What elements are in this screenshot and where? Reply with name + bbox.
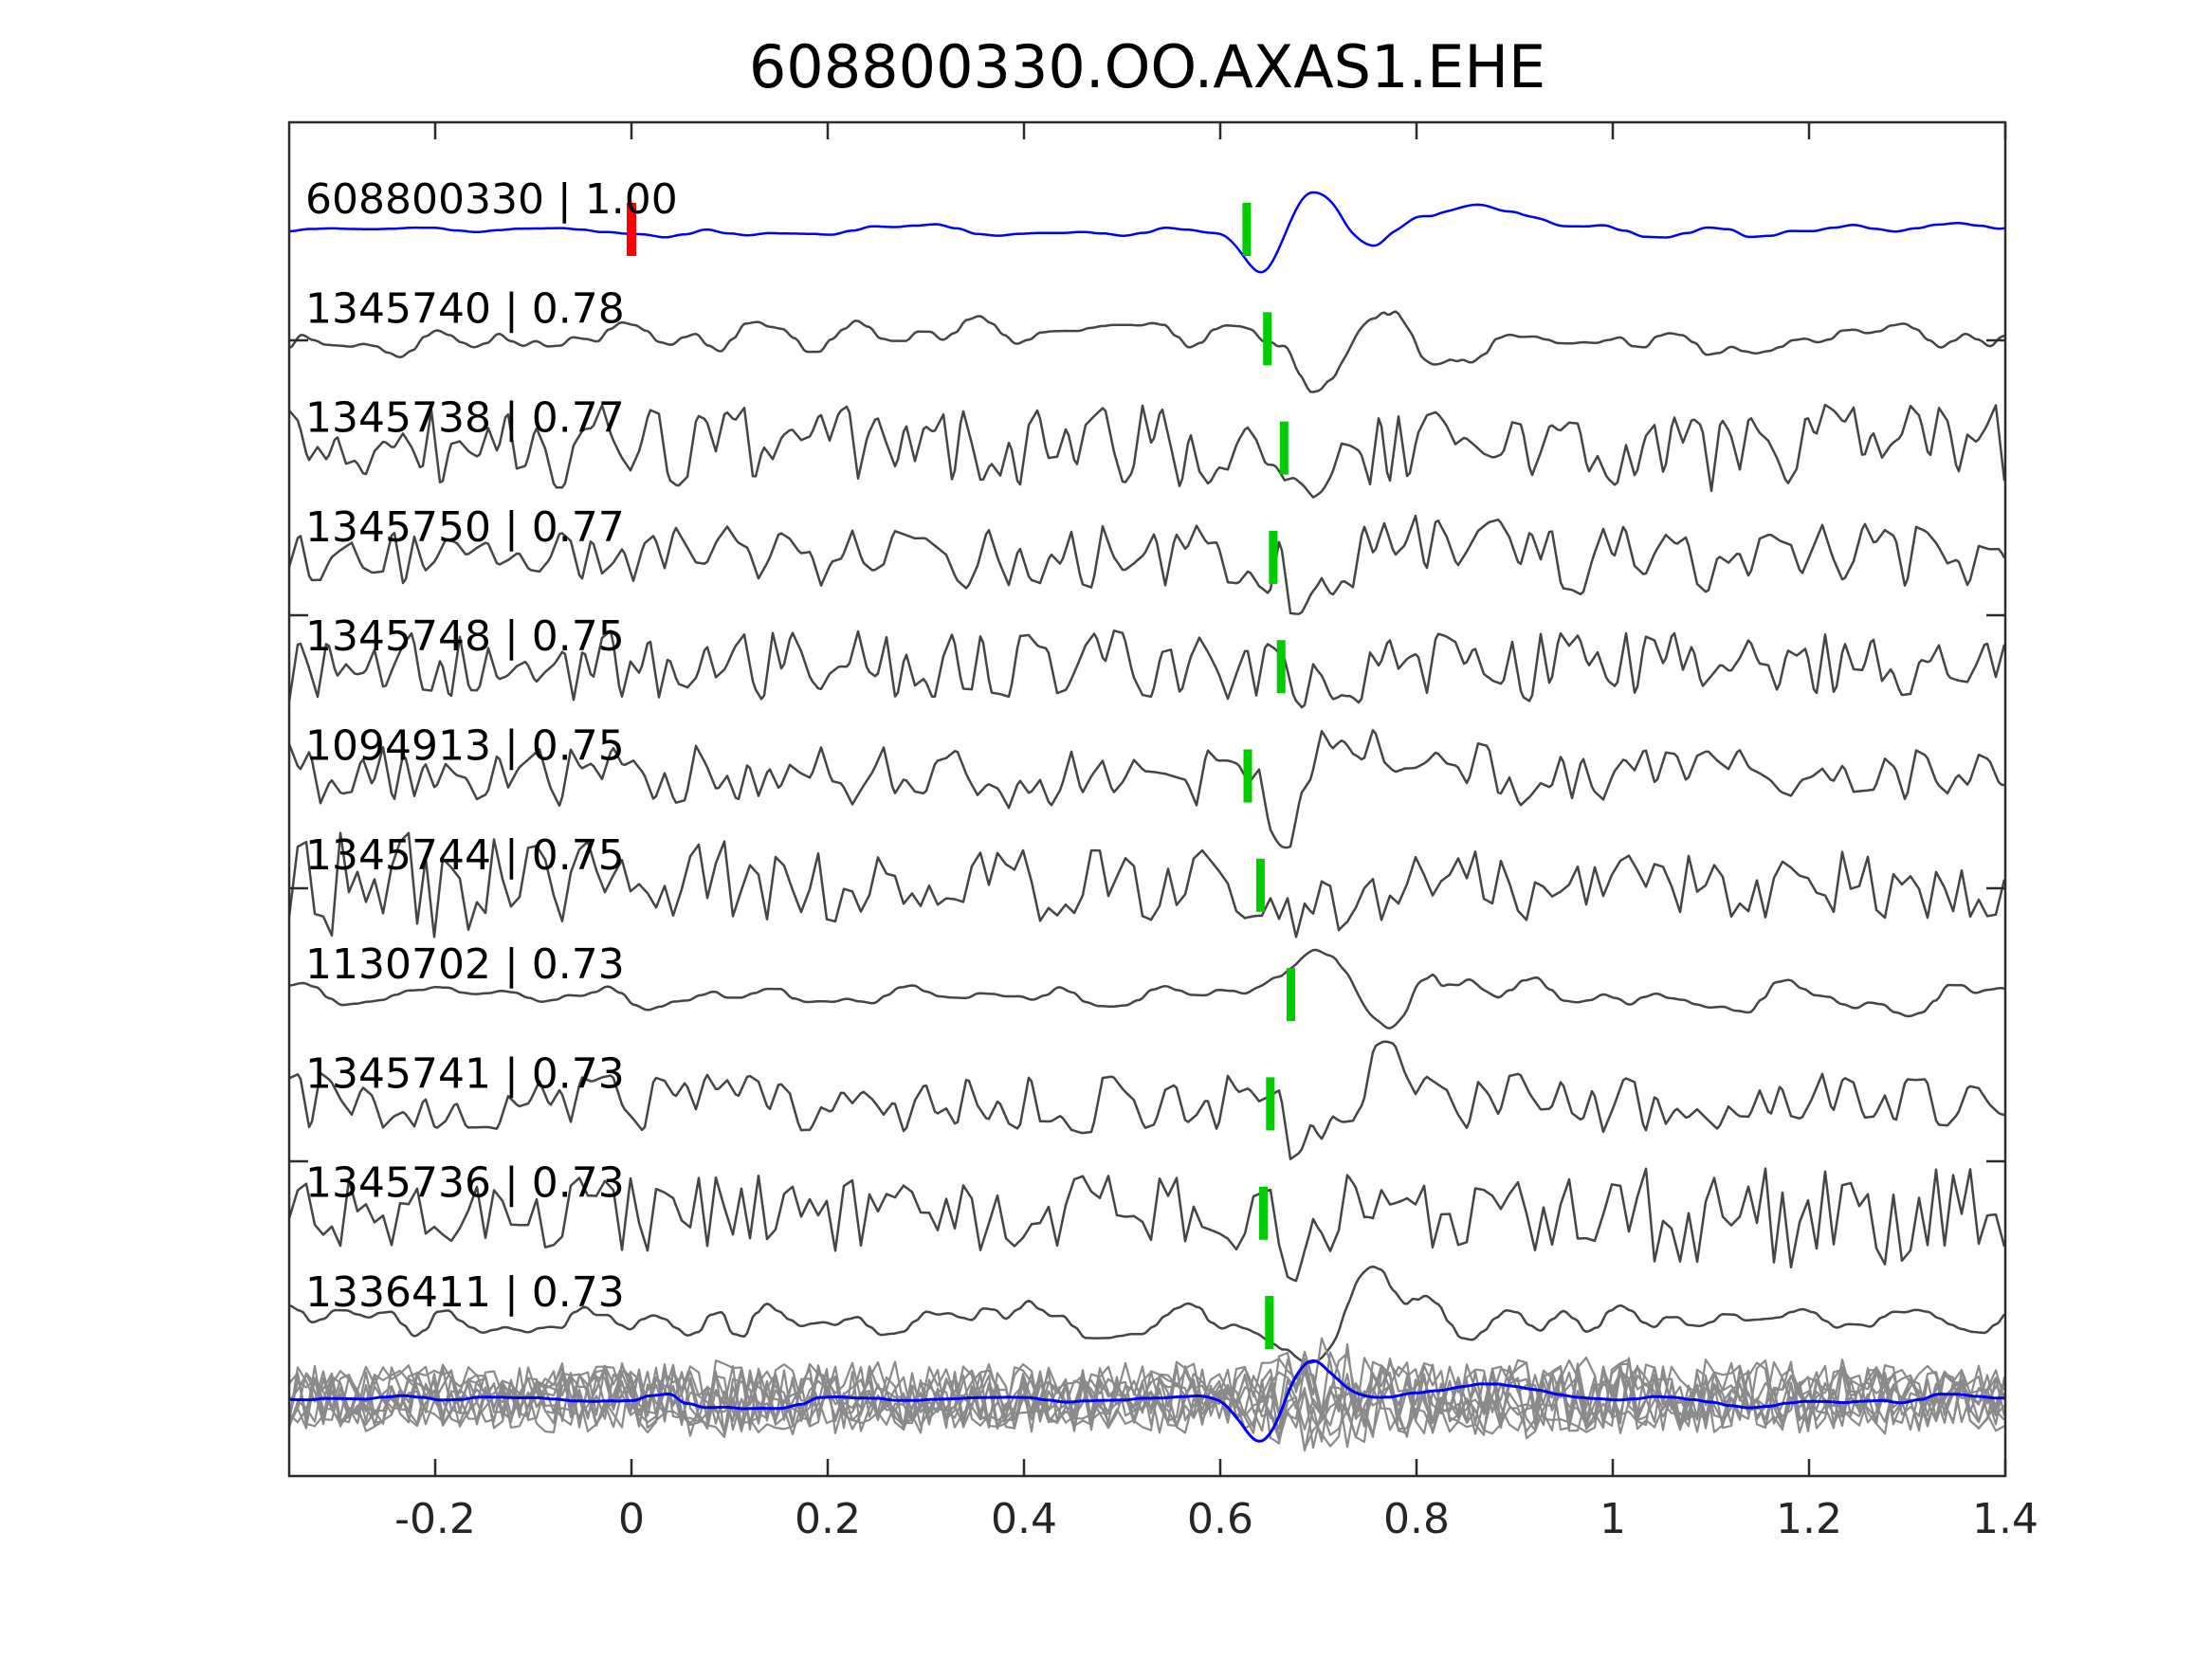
- pick-marker-1345736: [1259, 1186, 1268, 1240]
- waveform-1345748: [289, 629, 2005, 709]
- pick-marker-1094913: [1243, 749, 1252, 803]
- trace-label-1345740: 1345740 | 0.78: [305, 284, 625, 333]
- pick-markers-layer: [627, 203, 1295, 1349]
- pick-marker-1345741: [1266, 1077, 1275, 1131]
- template-start-marker: [627, 203, 636, 256]
- overlay-gray-waveform: [289, 1363, 2005, 1449]
- x-tick-label: 0.4: [991, 1495, 1057, 1543]
- trace-label-1345750: 1345750 | 0.77: [305, 503, 625, 552]
- x-tick-label: 0.8: [1383, 1495, 1450, 1543]
- axes-frame: [287, 120, 2007, 1478]
- x-tick-label: 0.6: [1187, 1495, 1253, 1543]
- trace-labels-layer: 608800330 | 1.00 1345740 | 0.78 1345738 | …: [305, 175, 678, 1317]
- waveform-1345750: [289, 514, 2005, 615]
- trace-label-1345744: 1345744 | 0.75: [305, 831, 625, 880]
- waveform-1094913: [289, 729, 2005, 849]
- trace-label-1345748: 1345748 | 0.75: [305, 612, 625, 661]
- x-tick-label: 1.2: [1776, 1495, 1842, 1543]
- overlay-gray-waveform: [289, 1357, 2005, 1435]
- traces-layer: [289, 191, 2005, 1452]
- x-tick-label: 0: [618, 1495, 645, 1543]
- x-tick-label: 1.4: [1972, 1495, 2038, 1543]
- waveform-1345736: [289, 1167, 2005, 1283]
- trace-label-1336411: 1336411 | 0.73: [305, 1268, 625, 1317]
- waveform-1345741: [289, 1040, 2005, 1160]
- pick-marker-1345748: [1276, 640, 1286, 694]
- pick-marker-1345740: [1263, 312, 1272, 366]
- overlay-template-waveform: [289, 1358, 2004, 1443]
- pick-marker-1345750: [1269, 530, 1278, 584]
- waveform-1336411: [289, 1265, 2005, 1364]
- waveform-1345744: [289, 831, 2005, 939]
- trace-label-1130702: 1130702 | 0.73: [305, 940, 625, 989]
- waveform-608800330: [289, 191, 2005, 274]
- waveform-1345740: [289, 310, 2005, 393]
- pick-marker-1130702: [1287, 968, 1295, 1022]
- trace-label-1345738: 1345738 | 0.77: [305, 394, 625, 443]
- x-tick-label: -0.2: [394, 1495, 476, 1543]
- pick-marker-1336411: [1265, 1296, 1274, 1349]
- pick-marker-1345744: [1255, 858, 1265, 912]
- waveform-1130702: [289, 948, 2005, 1030]
- x-tick-label: 0.2: [795, 1495, 861, 1543]
- plot-title: 608800330.OO.AXAS1.EHE: [749, 32, 1545, 101]
- trace-label-608800330: 608800330 | 1.00: [305, 175, 678, 224]
- trace-label-1345741: 1345741 | 0.73: [305, 1049, 625, 1098]
- pick-marker-608800330: [1242, 203, 1252, 256]
- axes-layer: -0.2 0 0.2 0.4 0.6 0.8 1 1.2 1.4: [287, 120, 2038, 1543]
- x-tick-label: 1: [1600, 1495, 1626, 1543]
- waveform-1345738: [289, 403, 2005, 499]
- pick-marker-1345738: [1279, 421, 1289, 475]
- overlay-gray-waveform: [289, 1350, 2005, 1438]
- trace-label-1094913: 1094913 | 0.75: [305, 722, 625, 771]
- trace-label-1345736: 1345736 | 0.73: [305, 1159, 625, 1208]
